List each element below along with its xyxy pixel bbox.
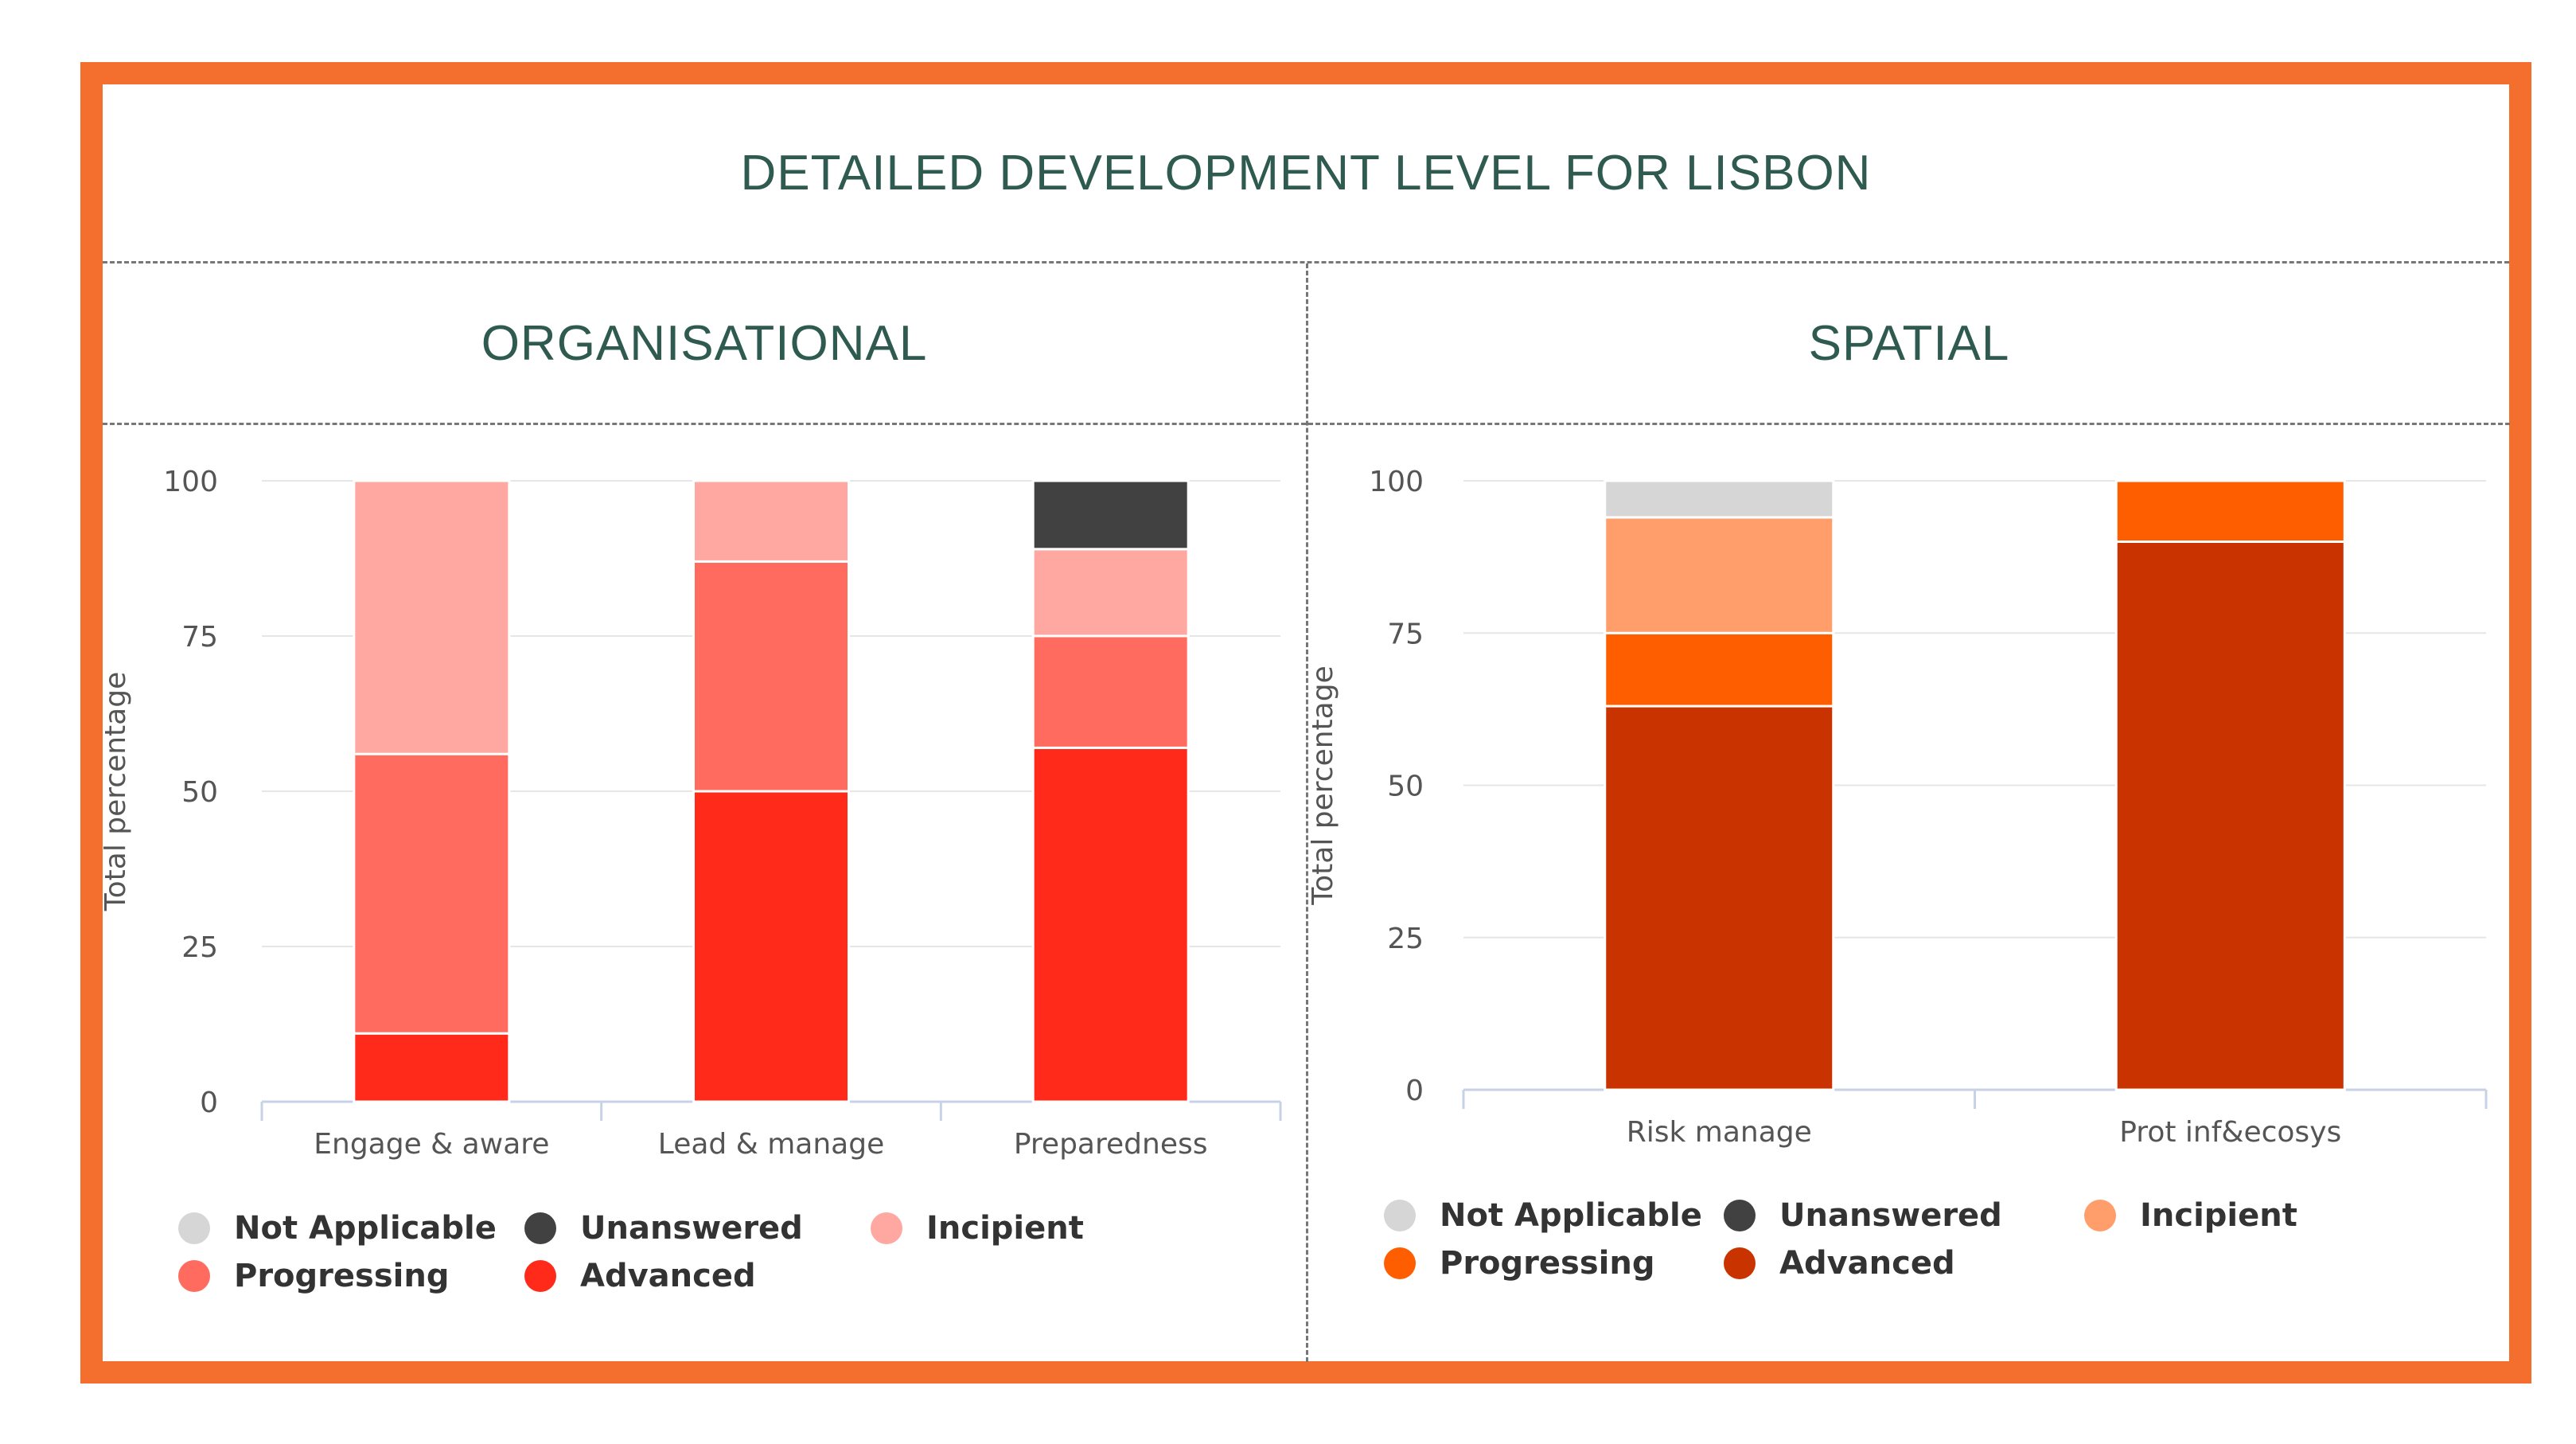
legend-marker-icon	[871, 1212, 902, 1244]
legend-label: Progressing	[234, 1258, 450, 1294]
legend-marker-icon	[178, 1212, 210, 1244]
bar-segment-progressing-engage-aware[interactable]	[353, 752, 511, 1035]
legend-item-advanced[interactable]: Advanced	[524, 1258, 843, 1294]
legend-label: Not Applicable	[234, 1210, 497, 1247]
bar-segment-progressing-lead-manage[interactable]	[692, 560, 850, 793]
x-category-label: Prot inf&ecosys	[2119, 1116, 2341, 1149]
bar-segment-advanced-lead-manage[interactable]	[692, 790, 850, 1103]
dashboard-frame: DETAILED DEVELOPMENT LEVEL FOR LISBON OR…	[80, 62, 2531, 1384]
y-tick-label: 25	[181, 931, 218, 964]
spatial-panel: SPATIAL 0 25 50 75 100 Total percentage Risk m…	[1307, 263, 2510, 1362]
legend-label: Advanced	[580, 1258, 756, 1294]
legend-marker-icon	[524, 1260, 556, 1292]
bar-segment-advanced-preparedness[interactable]	[1031, 746, 1190, 1103]
chart-legend: Not Applicable Unanswered Incipient Progres…	[103, 263, 1306, 1362]
bar-segment-incipient-risk-manage[interactable]	[1604, 516, 1835, 634]
legend-marker-icon	[1724, 1200, 1756, 1231]
y-tick-label: 0	[1405, 1075, 1424, 1107]
legend-marker-icon	[1384, 1247, 1416, 1279]
organisational-panel: ORGANISATIONAL 0 25 50 75 100 Total percentag…	[99, 263, 1308, 1362]
legend-marker-icon	[1384, 1200, 1416, 1231]
bar-segment-incipient-lead-manage[interactable]	[692, 479, 850, 563]
y-axis-title: Total percentage	[1307, 665, 1339, 905]
legend-label: Unanswered	[1779, 1197, 2002, 1234]
x-category-label: Lead & manage	[658, 1128, 884, 1161]
y-axis-title: Total percentage	[99, 672, 132, 911]
legend-label: Incipient	[2140, 1197, 2297, 1234]
x-category-label: Engage & aware	[314, 1128, 549, 1161]
organisational-title: ORGANISATIONAL	[103, 263, 1306, 425]
x-category-label: Preparedness	[1014, 1128, 1208, 1161]
legend-item-not-applicable[interactable]: Not Applicable	[178, 1210, 497, 1247]
legend-item-advanced[interactable]: Advanced	[1724, 1245, 2058, 1282]
x-category-label: Risk manage	[1627, 1116, 1812, 1149]
bar-segment-advanced-prot-inf-ecosys[interactable]	[2114, 541, 2346, 1091]
legend-label: Advanced	[1779, 1245, 1955, 1282]
legend-label: Not Applicable	[1440, 1197, 1702, 1234]
page-title: DETAILED DEVELOPMENT LEVEL FOR LISBON	[103, 84, 2509, 263]
y-tick-label: 25	[1387, 923, 1424, 955]
legend-label: Incipient	[926, 1210, 1084, 1247]
legend-marker-icon	[178, 1260, 210, 1292]
y-tick-label: 100	[163, 466, 218, 498]
bar-segment-advanced-risk-manage[interactable]	[1604, 704, 1835, 1091]
legend-item-unanswered[interactable]: Unanswered	[1724, 1197, 2058, 1234]
legend-item-not-applicable[interactable]: Not Applicable	[1384, 1197, 1702, 1234]
legend-label: Unanswered	[580, 1210, 803, 1247]
bar-segment-incipient-preparedness[interactable]	[1031, 548, 1190, 638]
y-tick-label: 0	[200, 1087, 218, 1119]
spatial-chart: 0 25 50 75 100 Total percentage Risk manage Pro…	[1307, 466, 2488, 1149]
chart-legend: Not Applicable Unanswered Incipient Progres…	[1308, 263, 2510, 1362]
bar-segment-unanswered-preparedness[interactable]	[1031, 479, 1190, 551]
bar-segment-not-applicable-risk-manage[interactable]	[1604, 479, 1835, 519]
legend-item-progressing[interactable]: Progressing	[1384, 1245, 1702, 1282]
legend-item-progressing[interactable]: Progressing	[178, 1258, 497, 1294]
y-tick-label: 50	[1387, 771, 1424, 803]
y-tick-label: 50	[181, 776, 218, 809]
bar-segment-progressing-risk-manage[interactable]	[1604, 631, 1835, 708]
bar-segment-progressing-prot-inf-ecosys[interactable]	[2114, 479, 2346, 543]
y-tick-label: 100	[1369, 466, 1424, 498]
bar-segment-advanced-engage-aware[interactable]	[353, 1032, 511, 1103]
legend-marker-icon	[1724, 1247, 1756, 1279]
spatial-title: SPATIAL	[1308, 263, 2510, 425]
y-tick-label: 75	[1387, 618, 1424, 650]
legend-marker-icon	[524, 1212, 556, 1244]
y-tick-label: 75	[181, 621, 218, 654]
legend-item-incipient[interactable]: Incipient	[2084, 1197, 2363, 1234]
bar-segment-incipient-engage-aware[interactable]	[353, 479, 511, 755]
legend-item-incipient[interactable]: Incipient	[871, 1210, 1157, 1247]
bar-segment-progressing-preparedness[interactable]	[1031, 634, 1190, 749]
legend-label: Progressing	[1440, 1245, 1655, 1282]
legend-marker-icon	[2084, 1200, 2116, 1231]
organisational-chart: 0 25 50 75 100 Total percentage Engage & aware…	[99, 466, 1282, 1161]
legend-item-unanswered[interactable]: Unanswered	[524, 1210, 843, 1247]
